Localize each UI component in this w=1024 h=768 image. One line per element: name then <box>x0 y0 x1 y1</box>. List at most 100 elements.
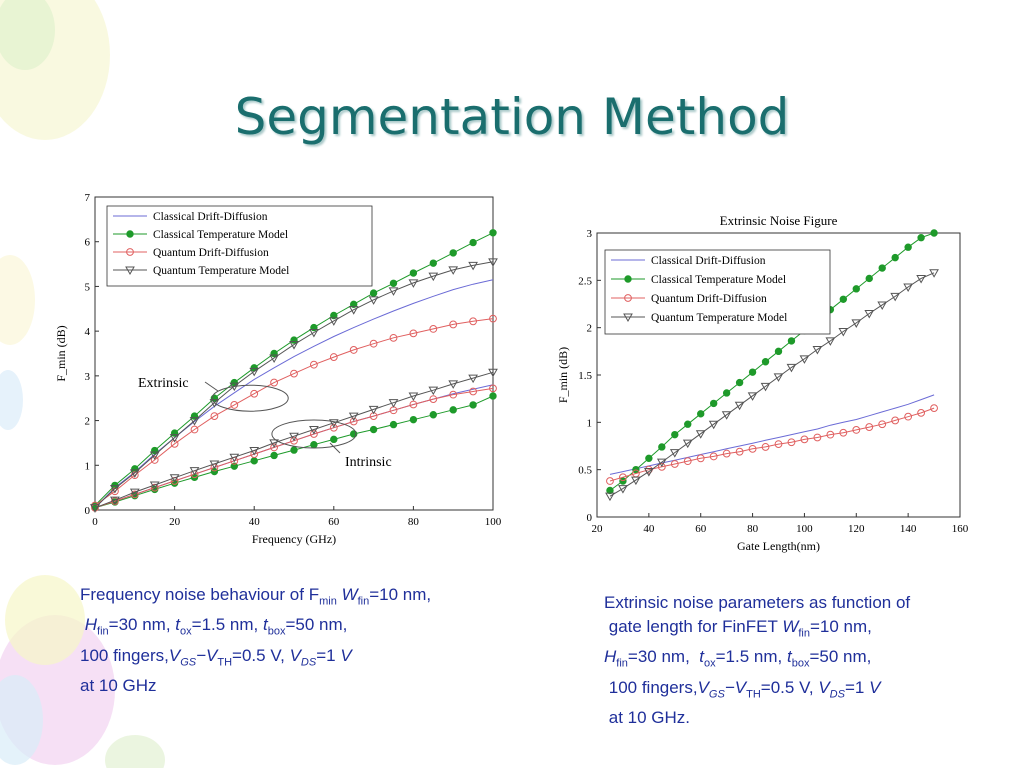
data-point <box>865 423 874 431</box>
data-point <box>429 325 438 333</box>
data-point <box>631 476 641 486</box>
right-caption-line-3: Hfin=30 nm, tox=1.5 nm, tbox=50 nm, <box>604 647 872 670</box>
data-point <box>748 444 757 453</box>
right-caption-line-1: Extrinsic noise parameters as function o… <box>604 593 911 612</box>
data-point <box>735 378 744 387</box>
x-tick-label: 80 <box>408 516 420 528</box>
data-point <box>348 412 359 422</box>
data-point <box>469 317 478 326</box>
data-point <box>369 289 378 297</box>
legend-label: Quantum Temperature Model <box>153 265 289 277</box>
data-point <box>747 392 758 401</box>
data-point <box>916 274 926 284</box>
data-point <box>917 234 925 242</box>
data-point <box>150 456 159 464</box>
data-point <box>368 296 379 305</box>
data-point <box>329 423 338 432</box>
data-point <box>129 469 140 478</box>
data-point <box>773 373 784 382</box>
data-point <box>904 243 912 251</box>
data-point <box>786 363 797 373</box>
data-point <box>230 401 239 409</box>
data-point <box>904 412 913 421</box>
data-point <box>408 279 419 288</box>
x-axis-label: Frequency (GHz) <box>252 532 336 546</box>
data-point <box>310 441 318 449</box>
data-point <box>890 292 901 302</box>
data-point <box>349 417 358 426</box>
frequency-noise-chart: 0 20 40 60 80 100 0 1 2 3 4 5 6 7 Frequency (GHz) F_min… <box>54 192 502 546</box>
data-point <box>389 279 398 287</box>
legend-label: Classical Temperature Model <box>651 274 786 286</box>
data-point <box>210 412 219 421</box>
data-point <box>489 229 497 237</box>
balloon-green-bottom <box>105 735 165 768</box>
x-tick-label: 40 <box>249 516 261 528</box>
data-point <box>774 440 783 449</box>
data-point <box>149 481 160 490</box>
legend-label: Quantum Temperature Model <box>651 312 787 324</box>
data-point <box>428 386 439 396</box>
data-point <box>468 261 478 271</box>
extrinsic-pointer <box>204 381 219 392</box>
left-caption-line-1: Frequency noise behaviour of Fmin Wfin=1… <box>80 585 432 608</box>
data-point <box>349 346 358 354</box>
data-point <box>721 411 732 420</box>
slide-title: Segmentation Method <box>234 88 790 146</box>
data-point <box>449 406 457 414</box>
data-point <box>488 258 498 267</box>
data-point <box>428 272 439 282</box>
data-point <box>799 355 810 364</box>
y-tick-label: 2 <box>85 416 91 428</box>
balloon-blue-bottom <box>0 675 43 765</box>
data-point <box>209 399 220 408</box>
data-point <box>429 411 437 419</box>
data-point <box>190 425 199 434</box>
data-point <box>448 266 459 275</box>
x-tick-label: 20 <box>592 523 604 535</box>
data-point <box>348 306 359 315</box>
series-line <box>94 371 494 509</box>
data-point <box>170 439 179 448</box>
left-caption: Frequency noise behaviour of Fmin Wfin=1… <box>80 583 431 698</box>
extrinsic-ellipse <box>211 384 289 412</box>
legend-marker <box>624 275 632 283</box>
data-point <box>670 460 679 468</box>
data-point <box>449 249 457 257</box>
data-point <box>290 336 298 344</box>
series-line <box>94 318 494 506</box>
data-point <box>130 490 139 499</box>
data-point <box>761 443 770 451</box>
y-tick-label: 6 <box>85 237 91 249</box>
data-point <box>761 358 770 366</box>
series-line <box>94 261 494 509</box>
data-point <box>825 337 836 346</box>
data-point <box>389 333 398 342</box>
data-point <box>429 259 437 267</box>
data-point <box>250 389 259 398</box>
data-point <box>787 438 796 447</box>
data-point <box>369 425 378 434</box>
data-point <box>488 368 498 378</box>
data-point <box>671 430 679 439</box>
balloon-yellow-left <box>0 255 35 345</box>
data-point <box>619 473 627 482</box>
data-point <box>330 311 338 320</box>
data-point <box>606 486 614 495</box>
x-tick-label: 60 <box>695 523 707 535</box>
data-point <box>309 426 319 435</box>
x-tick-label: 100 <box>796 523 813 535</box>
data-point <box>269 439 279 448</box>
data-point <box>369 339 378 348</box>
data-point <box>309 328 319 338</box>
legend-marker <box>126 248 134 256</box>
data-point <box>930 404 938 413</box>
series-intrinsic-classical-temperature-model <box>91 392 497 512</box>
data-point <box>748 368 757 376</box>
data-point <box>409 400 418 409</box>
data-point <box>891 253 899 262</box>
data-point <box>930 229 938 237</box>
data-point <box>388 399 399 408</box>
x-tick-label: 60 <box>328 516 340 528</box>
